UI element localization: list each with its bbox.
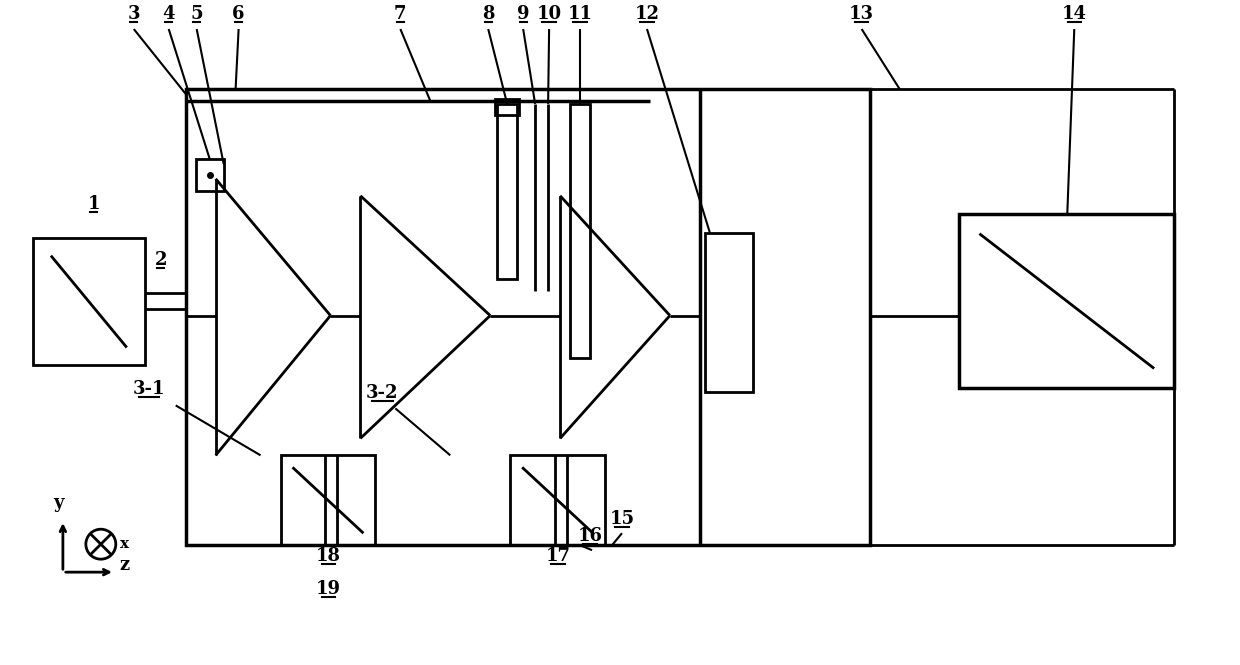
Text: 11: 11 bbox=[568, 5, 593, 23]
Text: 1: 1 bbox=[88, 195, 100, 213]
Text: 18: 18 bbox=[316, 547, 341, 565]
Text: y: y bbox=[53, 494, 64, 512]
Text: 5: 5 bbox=[191, 5, 203, 23]
Text: 16: 16 bbox=[578, 527, 603, 545]
Text: z: z bbox=[120, 556, 130, 574]
Text: 3-2: 3-2 bbox=[366, 384, 398, 402]
Text: 14: 14 bbox=[1061, 5, 1086, 23]
Text: 3: 3 bbox=[128, 5, 140, 23]
Text: 4: 4 bbox=[162, 5, 175, 23]
Bar bbox=[497, 104, 517, 279]
Text: 8: 8 bbox=[482, 5, 495, 23]
Text: x: x bbox=[120, 537, 129, 551]
Bar bbox=[570, 104, 590, 358]
Text: 7: 7 bbox=[394, 5, 407, 23]
Text: 10: 10 bbox=[537, 5, 562, 23]
Bar bbox=[704, 233, 753, 392]
Bar bbox=[960, 213, 1174, 388]
Text: 12: 12 bbox=[635, 5, 660, 23]
Text: 3-1: 3-1 bbox=[133, 380, 165, 398]
Bar bbox=[280, 456, 376, 545]
Bar bbox=[510, 456, 605, 545]
Bar bbox=[196, 159, 223, 191]
Text: 9: 9 bbox=[517, 5, 529, 23]
Text: 13: 13 bbox=[849, 5, 874, 23]
Text: 17: 17 bbox=[546, 547, 570, 565]
Bar bbox=[495, 99, 520, 115]
Text: 15: 15 bbox=[609, 510, 635, 528]
Text: 2: 2 bbox=[155, 251, 167, 269]
Text: 19: 19 bbox=[316, 580, 341, 598]
Bar bbox=[33, 237, 145, 366]
Text: 6: 6 bbox=[232, 5, 244, 23]
Bar bbox=[186, 89, 869, 545]
